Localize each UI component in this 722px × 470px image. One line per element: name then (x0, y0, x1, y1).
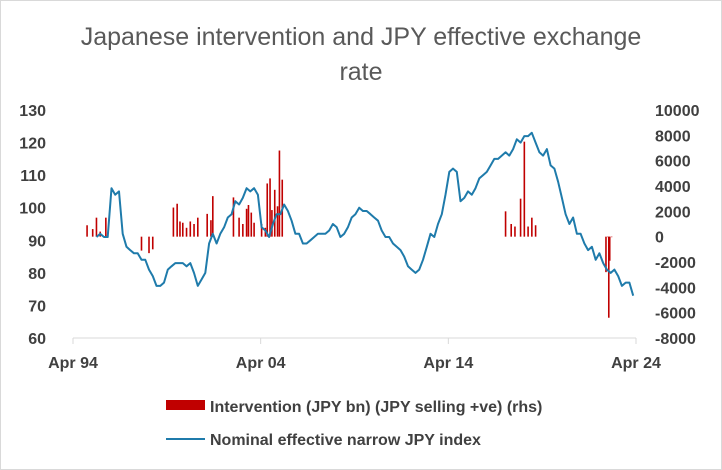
right-tick-label: -8000 (655, 331, 696, 348)
intervention-bar (260, 224, 263, 237)
right-tick-label: 2000 (655, 204, 691, 221)
chart-title-line-2: rate (339, 58, 382, 86)
intervention-bar (253, 222, 255, 237)
intervention-bar (519, 198, 522, 237)
intervention-bar (179, 221, 181, 237)
legend-intervention-swatch (166, 400, 205, 410)
intervention-bar (189, 221, 192, 237)
intervention-bar (514, 226, 516, 237)
left-tick-label: 100 (19, 201, 46, 218)
left-axis: 60 70 80 90 100 110 120 130 (19, 103, 46, 348)
right-tick-label: -6000 (655, 306, 696, 323)
intervention-bar (271, 210, 273, 237)
left-tick-label: 90 (28, 233, 46, 250)
right-tick-label: 8000 (655, 128, 691, 145)
right-axis: -8000 -6000 -4000 -2000 0 2000 4000 6000 8000 100… (655, 103, 700, 348)
x-tick-label: Apr 24 (611, 355, 661, 372)
intervention-bar (504, 211, 507, 237)
x-tick-label: Apr 04 (236, 355, 286, 372)
intervention-bars (86, 141, 613, 318)
intervention-bar (269, 178, 271, 237)
intervention-bar (276, 206, 279, 237)
intervention-bar (181, 222, 184, 237)
legend: Intervention (JPY bn) (JPY selling +ve) … (166, 399, 542, 449)
intervention-bar (523, 141, 526, 237)
intervention-bar (172, 207, 175, 237)
intervention-bar (238, 217, 240, 237)
intervention-bar (242, 224, 244, 237)
x-tick-label: Apr 14 (423, 355, 473, 372)
intervention-bar (196, 217, 199, 237)
intervention-bar (193, 224, 195, 237)
intervention-bar (105, 217, 107, 237)
intervention-bar (247, 205, 250, 237)
intervention-bar (610, 236, 613, 238)
intervention-bar (245, 208, 248, 237)
intervention-bar (607, 236, 609, 238)
intervention-bar (86, 225, 88, 237)
legend-intervention-label: Intervention (JPY bn) (JPY selling +ve) … (210, 399, 542, 416)
intervention-bar (232, 197, 235, 237)
intervention-bar (206, 213, 208, 237)
intervention-bar (273, 189, 276, 237)
left-tick-label: 60 (28, 331, 46, 348)
jpy-index-line (95, 131, 635, 296)
intervention-bar (212, 196, 214, 237)
left-tick-label: 120 (19, 136, 46, 153)
intervention-bar (510, 224, 513, 237)
right-tick-label: 6000 (655, 154, 691, 171)
intervention-bar (250, 212, 253, 237)
left-tick-label: 80 (28, 266, 46, 283)
intervention-bar (534, 225, 537, 237)
intervention-bar (151, 236, 154, 250)
intervention-bar (607, 236, 610, 318)
left-tick-label: 130 (19, 103, 46, 120)
intervention-bar (266, 183, 269, 237)
intervention-bar (210, 220, 212, 237)
right-tick-label: 4000 (655, 179, 691, 196)
intervention-bar (605, 236, 607, 273)
intervention-bar (95, 217, 98, 237)
intervention-bar (608, 236, 611, 261)
chart-title-line-1: Japanese intervention and JPY effective … (81, 23, 642, 51)
right-tick-label: -2000 (655, 255, 696, 272)
right-tick-label: 10000 (655, 103, 700, 120)
intervention-bar (140, 236, 143, 251)
right-tick-label: -4000 (655, 280, 696, 297)
intervention-bar (531, 217, 533, 237)
intervention-bar (148, 236, 150, 254)
legend-index-label: Nominal effective narrow JPY index (210, 432, 481, 449)
intervention-bar (278, 150, 281, 237)
intervention-bar (527, 226, 529, 237)
x-axis: Apr 94 Apr 04 Apr 14 Apr 24 (48, 338, 661, 372)
left-tick-label: 70 (28, 298, 46, 315)
x-tick-label: Apr 94 (48, 355, 98, 372)
intervention-bar (176, 203, 178, 237)
intervention-bar (185, 227, 188, 237)
left-tick-label: 110 (20, 168, 46, 185)
intervention-bar (91, 229, 94, 237)
right-tick-label: 0 (655, 230, 664, 247)
